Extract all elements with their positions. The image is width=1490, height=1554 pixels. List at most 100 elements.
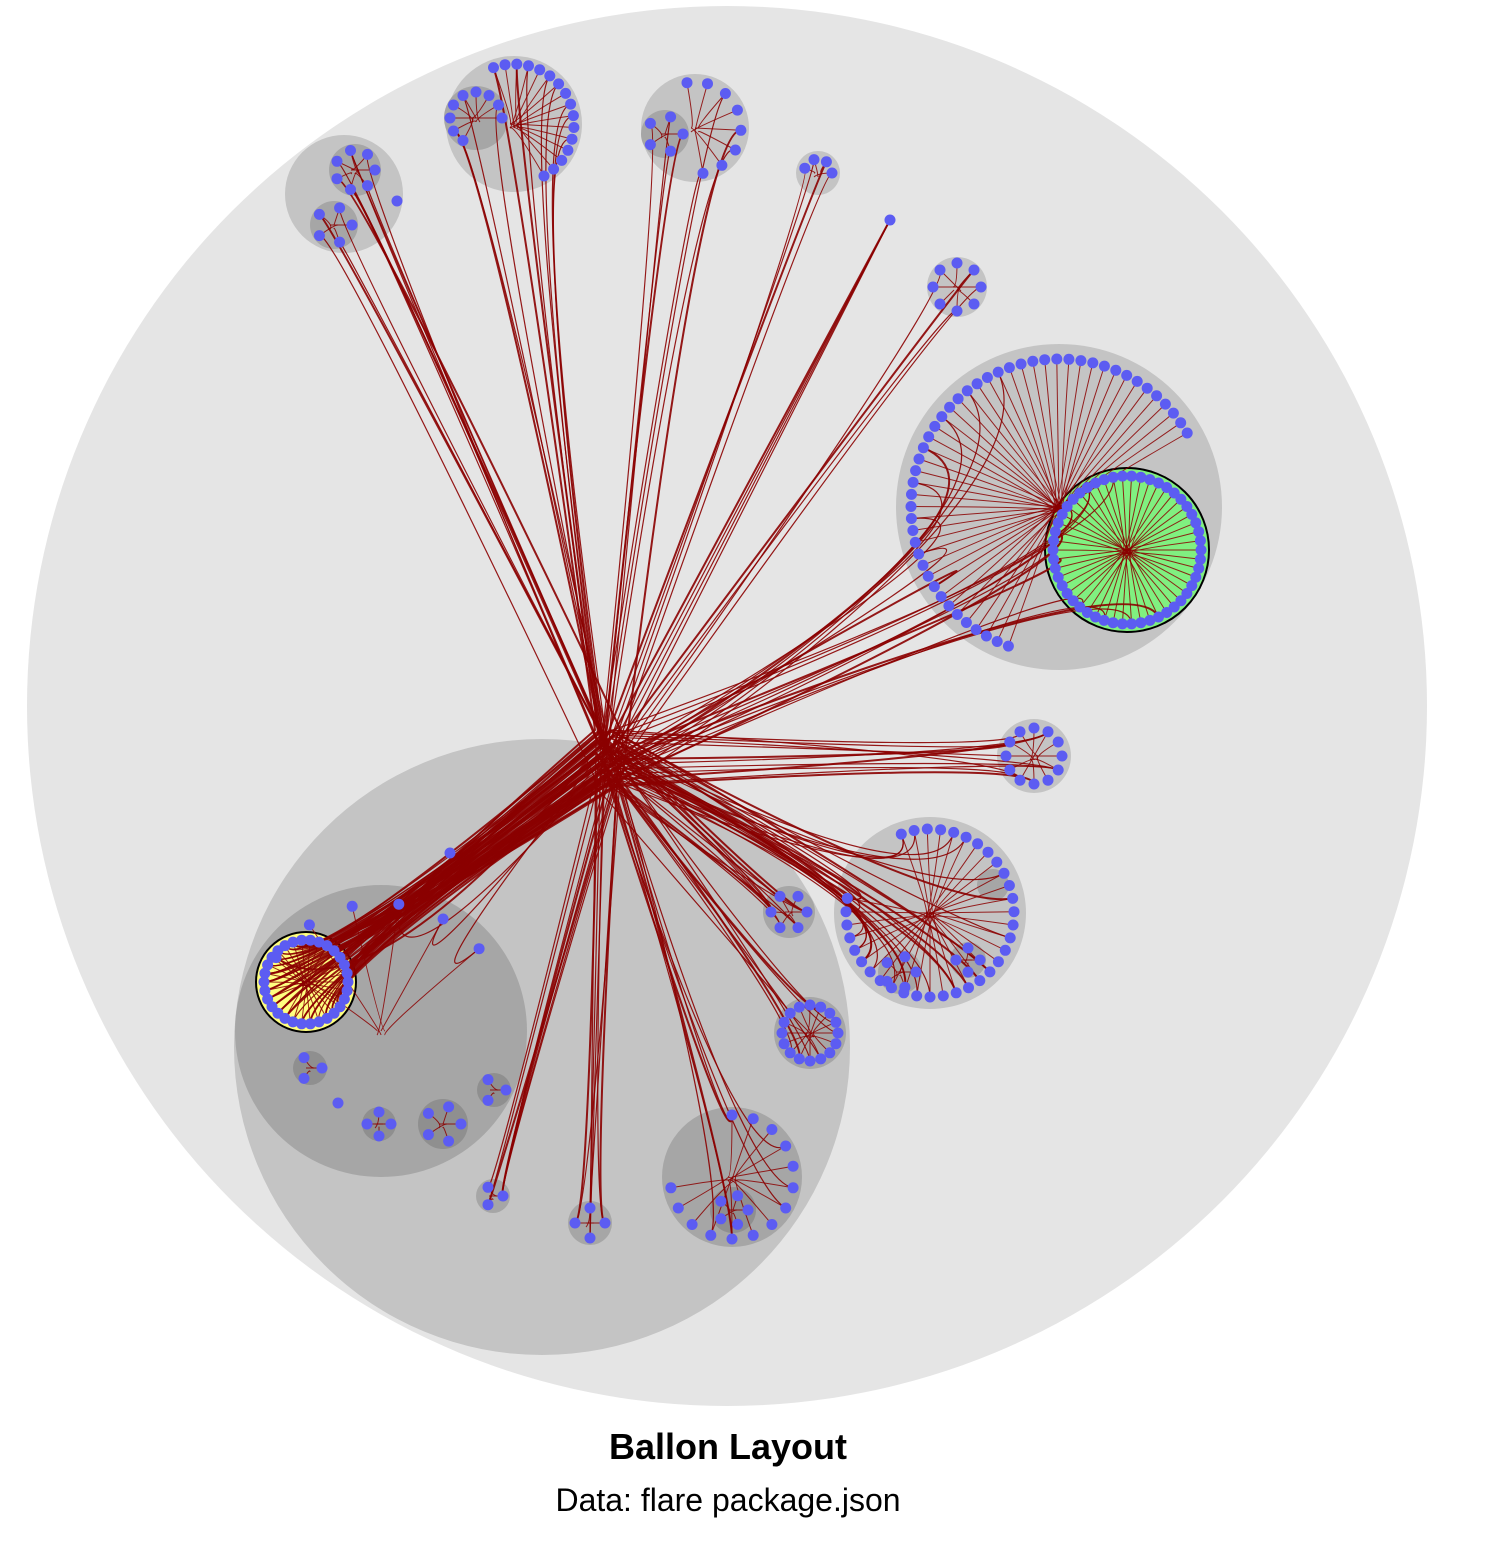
leaf-node xyxy=(1052,571,1064,583)
edge xyxy=(927,510,1056,577)
edge xyxy=(275,957,378,1032)
leaf-node xyxy=(1049,526,1061,538)
leaf-node xyxy=(584,1232,596,1244)
edge xyxy=(925,843,979,914)
leaf-node xyxy=(747,1113,759,1125)
leaf-node xyxy=(808,154,820,166)
leaf-node xyxy=(934,298,946,310)
edge xyxy=(380,918,444,1032)
leaf-node xyxy=(937,990,949,1002)
leaf-node xyxy=(270,952,282,964)
leaf-node xyxy=(1194,535,1206,547)
leaf-node xyxy=(1116,618,1128,630)
leaf-node xyxy=(732,1218,744,1230)
edge xyxy=(513,92,566,129)
leaf-node xyxy=(544,70,556,82)
edge xyxy=(1058,362,1094,512)
edge xyxy=(607,741,1012,989)
edge xyxy=(1066,549,1132,594)
edge xyxy=(929,832,955,914)
leaf-node xyxy=(1004,736,1016,748)
leaf-node xyxy=(881,957,893,969)
leaf-node xyxy=(948,826,960,838)
edge xyxy=(292,779,801,1060)
edge xyxy=(517,123,554,170)
edge xyxy=(933,912,957,993)
leaf-node xyxy=(1181,427,1193,439)
edge xyxy=(331,774,599,1224)
leaf-node xyxy=(719,88,731,99)
leaf-node xyxy=(944,401,956,413)
leaf-node xyxy=(1098,360,1110,372)
leaf-node xyxy=(346,219,358,231)
edge xyxy=(517,126,573,140)
leaf-node xyxy=(841,919,853,931)
edge xyxy=(300,730,782,946)
leaf-node xyxy=(262,993,274,1005)
leaf-node xyxy=(840,906,852,918)
leaf-node xyxy=(523,60,534,72)
leaf-node xyxy=(1116,470,1128,482)
leaf-node xyxy=(991,636,1003,647)
leaf-node xyxy=(1007,892,1019,904)
leaf-node xyxy=(681,77,693,89)
edge xyxy=(1058,395,1157,512)
leaf-node xyxy=(1153,477,1164,489)
edge xyxy=(331,746,733,1122)
edge xyxy=(454,159,815,964)
leaf-node xyxy=(287,936,299,948)
leaf-node xyxy=(935,824,947,836)
leaf-node xyxy=(951,609,963,620)
leaf-node xyxy=(584,1202,596,1214)
edge xyxy=(513,123,574,128)
edge xyxy=(1122,477,1142,555)
edge xyxy=(616,219,955,856)
leaf-node xyxy=(313,208,325,220)
leaf-node xyxy=(1052,517,1064,529)
edge xyxy=(1056,358,1060,508)
cluster-circles xyxy=(27,6,1427,1406)
leaf-node xyxy=(917,559,929,571)
leaf-node xyxy=(1003,880,1015,891)
leaf-node xyxy=(1056,750,1068,762)
leaf-node xyxy=(793,1053,805,1065)
leaf-node xyxy=(473,943,485,955)
leaf-node xyxy=(715,1195,727,1207)
leaf-node xyxy=(665,1182,677,1194)
edge xyxy=(614,531,1063,951)
leaf-node xyxy=(729,144,741,156)
edge xyxy=(620,487,1091,860)
leaf-node xyxy=(482,1199,494,1211)
leaf-node xyxy=(448,125,459,137)
leaf-node xyxy=(864,966,876,978)
leaf-node xyxy=(1186,580,1198,592)
leaf-node xyxy=(493,99,504,111)
diagram-title: Ballon Layout xyxy=(608,1426,847,1467)
leaf-node xyxy=(500,1084,512,1096)
leaf-node xyxy=(1004,764,1016,776)
edge xyxy=(903,912,927,993)
leaf-node xyxy=(992,366,1004,378)
leaf-node xyxy=(841,892,853,904)
leaf-node xyxy=(927,281,939,293)
leaf-node xyxy=(470,86,482,98)
leaf-node xyxy=(568,122,580,133)
leaf-node xyxy=(1175,493,1187,505)
edge xyxy=(515,64,981,982)
leaf-node xyxy=(1052,764,1064,776)
leaf-node xyxy=(1003,362,1015,374)
leaf-node xyxy=(962,966,974,978)
leaf-node xyxy=(1007,919,1019,931)
leaf-node xyxy=(1028,778,1040,790)
leaf-node xyxy=(906,488,917,500)
leaf-node xyxy=(569,1217,581,1229)
edge xyxy=(727,1176,786,1209)
edge xyxy=(619,219,1005,881)
leaf-node xyxy=(1039,354,1051,366)
leaf-node xyxy=(599,1217,611,1229)
edge xyxy=(284,778,615,1197)
leaf-node xyxy=(980,630,992,642)
leaf-node xyxy=(905,513,917,524)
leaf-node xyxy=(895,828,907,840)
leaf-node xyxy=(981,372,993,383)
